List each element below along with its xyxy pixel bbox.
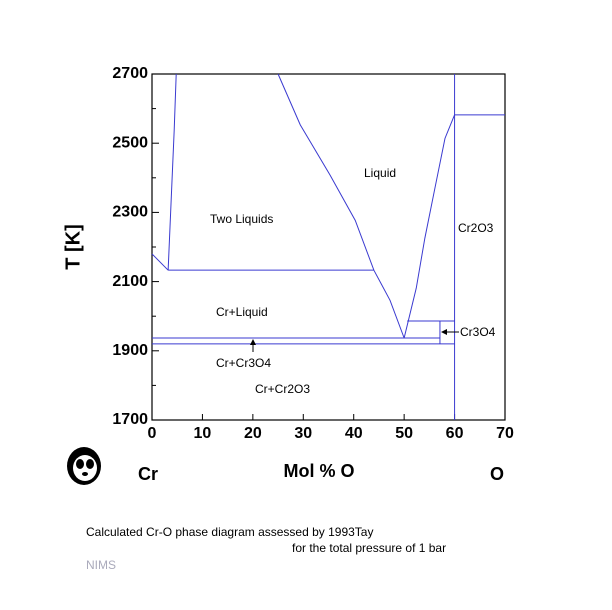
region-label: Cr+Cr2O3 [255,382,310,396]
region-label: Cr+Liquid [216,305,268,319]
left-element: Cr [138,464,158,484]
x-tick-label: 0 [148,425,157,442]
caption-line: for the total pressure of 1 bar [292,541,446,555]
x-tick-label: 30 [294,425,312,442]
caption-line: Calculated Cr-O phase diagram assessed b… [86,525,373,539]
phase-boundary [151,253,169,271]
arrow-head [250,339,256,345]
arrow-head [441,329,447,335]
x-tick-label: 40 [345,425,363,442]
logo [67,447,101,485]
phase-boundary [403,114,456,339]
y-tick-label: 1900 [112,342,148,359]
region-label: Cr+Cr3O4 [216,356,271,370]
phase-boundary [167,73,177,271]
phase-boundary [277,73,405,339]
right-element: O [490,464,504,484]
x-tick-label: 70 [496,425,514,442]
y-tick-label: 2500 [112,134,148,151]
x-axis-label: Mol % O [284,461,355,481]
x-tick-label: 10 [194,425,212,442]
x-tick-label: 60 [446,425,464,442]
region-label: Liquid [364,166,396,180]
y-tick-label: 1700 [112,411,148,428]
region-label: Two Liquids [210,212,273,226]
y-tick-label: 2300 [112,204,148,221]
y-tick-label: 2700 [112,65,148,82]
x-tick-label: 20 [244,425,262,442]
source: NIMS [86,558,116,572]
y-tick-label: 2100 [112,273,148,290]
region-label: Cr3O4 [460,325,496,339]
region-label: Cr2O3 [458,221,494,235]
y-axis-label: T [K] [62,224,84,270]
x-tick-label: 50 [395,425,413,442]
